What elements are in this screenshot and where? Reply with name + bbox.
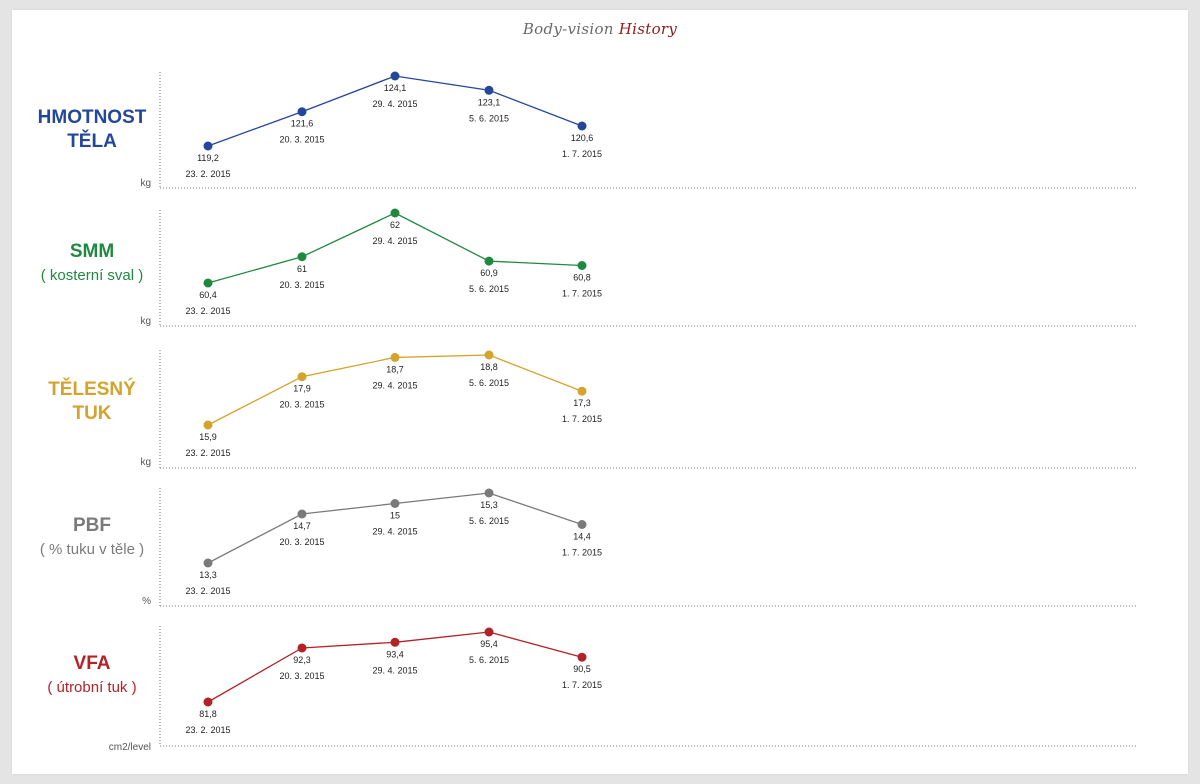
data-point — [203, 697, 213, 707]
data-point — [484, 350, 494, 360]
data-point — [203, 141, 213, 151]
value-label: 124,1 — [384, 83, 407, 93]
data-point — [484, 256, 494, 266]
value-label: 92,3 — [293, 655, 311, 665]
value-label: 81,8 — [199, 709, 217, 719]
value-label: 15,3 — [480, 500, 498, 510]
label-pbf-subtitle: ( % tuku v těle ) — [39, 541, 145, 558]
data-point — [390, 208, 400, 218]
title-part-2: History — [618, 20, 678, 38]
label-fat-subtitle: TUK — [72, 403, 112, 424]
data-point — [203, 420, 213, 430]
data-point — [577, 652, 587, 662]
value-label: 17,9 — [293, 384, 311, 394]
data-point — [484, 488, 494, 498]
page-title: Body-vision History — [0, 20, 1200, 38]
label-vfa-subtitle: ( útrobní tuk ) — [47, 679, 137, 696]
value-label: 60,9 — [480, 268, 498, 278]
date-label: 1. 7. 2015 — [562, 548, 602, 558]
value-label: 14,7 — [293, 521, 311, 531]
unit-weight: kg — [140, 178, 151, 189]
date-label: 23. 2. 2015 — [185, 169, 230, 179]
label-weight-title: HMOTNOST TĚLA — [37, 107, 147, 152]
unit-pbf: % — [142, 596, 151, 607]
data-point — [577, 121, 587, 131]
value-label: 15,9 — [199, 432, 217, 442]
date-label: 23. 2. 2015 — [185, 448, 230, 458]
value-label: 93,4 — [386, 649, 404, 659]
data-point — [297, 372, 307, 382]
date-label: 23. 2. 2015 — [185, 586, 230, 596]
value-label: 95,4 — [480, 639, 498, 649]
data-point — [390, 499, 400, 508]
data-point — [297, 643, 307, 653]
data-point — [484, 85, 494, 95]
date-label: 5. 6. 2015 — [469, 284, 509, 294]
label-fat: TĚLESNÝ TUK — [12, 378, 172, 426]
value-label: 13,3 — [199, 570, 217, 580]
data-point — [297, 252, 307, 262]
data-point — [577, 386, 587, 396]
data-point — [390, 71, 400, 81]
label-weight: HMOTNOST TĚLA — [12, 106, 172, 154]
value-label: 90,5 — [573, 664, 591, 674]
date-label: 23. 2. 2015 — [185, 725, 230, 735]
value-label: 60,8 — [573, 273, 591, 283]
data-point — [297, 509, 307, 519]
date-label: 29. 4. 2015 — [372, 527, 417, 537]
date-label: 5. 6. 2015 — [469, 516, 509, 526]
label-pbf: PBF ( % tuku v těle ) — [12, 514, 172, 562]
value-label: 60,4 — [199, 290, 217, 300]
date-label: 20. 3. 2015 — [279, 280, 324, 290]
value-label: 120,6 — [571, 133, 594, 143]
date-label: 5. 6. 2015 — [469, 655, 509, 665]
date-label: 29. 4. 2015 — [372, 380, 417, 390]
label-fat-title: TĚLESNÝ — [48, 379, 136, 400]
date-label: 29. 4. 2015 — [372, 236, 417, 246]
label-smm-subtitle: ( kosterní sval ) — [40, 267, 144, 284]
date-label: 29. 4. 2015 — [372, 99, 417, 109]
date-label: 1. 7. 2015 — [562, 414, 602, 424]
value-label: 17,3 — [573, 398, 591, 408]
value-label: 121,6 — [291, 119, 314, 129]
value-label: 18,7 — [386, 364, 404, 374]
data-point — [577, 261, 587, 270]
data-point — [577, 520, 587, 529]
date-label: 20. 3. 2015 — [279, 537, 324, 547]
date-label: 29. 4. 2015 — [372, 665, 417, 675]
unit-fat: kg — [140, 457, 151, 468]
data-point — [484, 627, 494, 637]
date-label: 20. 3. 2015 — [279, 400, 324, 410]
data-point — [297, 107, 307, 117]
label-smm-title: SMM — [69, 241, 115, 262]
date-label: 1. 7. 2015 — [562, 149, 602, 159]
value-label: 14,4 — [573, 532, 591, 542]
date-label: 23. 2. 2015 — [185, 306, 230, 316]
history-card — [12, 10, 1188, 774]
date-label: 1. 7. 2015 — [562, 289, 602, 299]
label-vfa-title: VFA — [73, 653, 111, 674]
data-point — [390, 352, 400, 362]
value-label: 119,2 — [197, 153, 219, 163]
value-label: 123,1 — [478, 97, 501, 107]
value-label: 61 — [297, 264, 307, 274]
label-vfa: VFA ( útrobní tuk ) — [12, 652, 172, 700]
unit-smm: kg — [140, 316, 151, 327]
date-label: 20. 3. 2015 — [279, 671, 324, 681]
value-label: 62 — [390, 220, 400, 230]
data-point — [390, 637, 400, 647]
label-smm: SMM ( kosterní sval ) — [12, 240, 172, 288]
data-point — [203, 558, 213, 568]
date-label: 5. 6. 2015 — [469, 113, 509, 123]
date-label: 20. 3. 2015 — [279, 135, 324, 145]
date-label: 1. 7. 2015 — [562, 680, 602, 690]
unit-vfa: cm2/level — [108, 742, 151, 753]
value-label: 15 — [390, 511, 400, 521]
data-point — [203, 278, 213, 288]
label-pbf-title: PBF — [73, 515, 111, 536]
value-label: 18,8 — [480, 362, 498, 372]
title-part-1: Body-vision — [522, 20, 614, 38]
date-label: 5. 6. 2015 — [469, 378, 509, 388]
